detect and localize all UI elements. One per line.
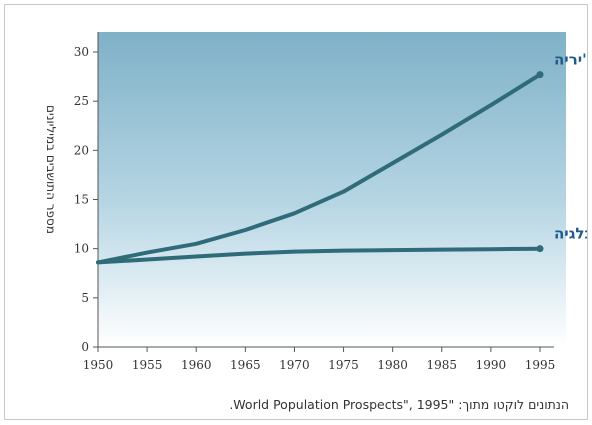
y-axis-label: מספר התושבים במיליונים xyxy=(44,105,58,234)
x-tick-label: 1950 xyxy=(83,358,114,372)
x-tick-label: 1995 xyxy=(525,358,556,372)
y-tick-label: 20 xyxy=(74,143,89,157)
x-tick-label: 1970 xyxy=(279,358,310,372)
chart: 1950 1955 1960 1965 1970 1975 1980 1985 1990 1995… xyxy=(5,5,587,390)
series-end-point xyxy=(537,71,544,78)
x-tick-label: 1975 xyxy=(328,358,359,372)
x-tick-label: 1985 xyxy=(427,358,458,372)
y-tick-label: 15 xyxy=(74,193,89,207)
x-tick-label: 1960 xyxy=(181,358,212,372)
y-tick-label: 10 xyxy=(74,242,89,256)
series-label-1: בלגיה xyxy=(554,225,587,243)
series-end-point xyxy=(537,245,544,252)
y-tick-label: 0 xyxy=(81,340,89,354)
y-tick-label: 5 xyxy=(81,291,89,305)
x-tick-label: 1955 xyxy=(132,358,163,372)
source-note: הנתונים לוקטו מתוך: "World Population Pr… xyxy=(229,397,569,412)
y-tick-label: 30 xyxy=(74,45,89,59)
x-tick-label: 1990 xyxy=(476,358,507,372)
y-tick-label: 25 xyxy=(74,94,89,108)
chart-frame: 1950 1955 1960 1965 1970 1975 1980 1985 1990 1995… xyxy=(4,4,588,420)
x-tick-label: 1965 xyxy=(230,358,261,372)
x-tick-label: 1980 xyxy=(377,358,408,372)
series-label-0: אלג'יריה xyxy=(554,51,587,69)
plot-area xyxy=(98,32,566,347)
